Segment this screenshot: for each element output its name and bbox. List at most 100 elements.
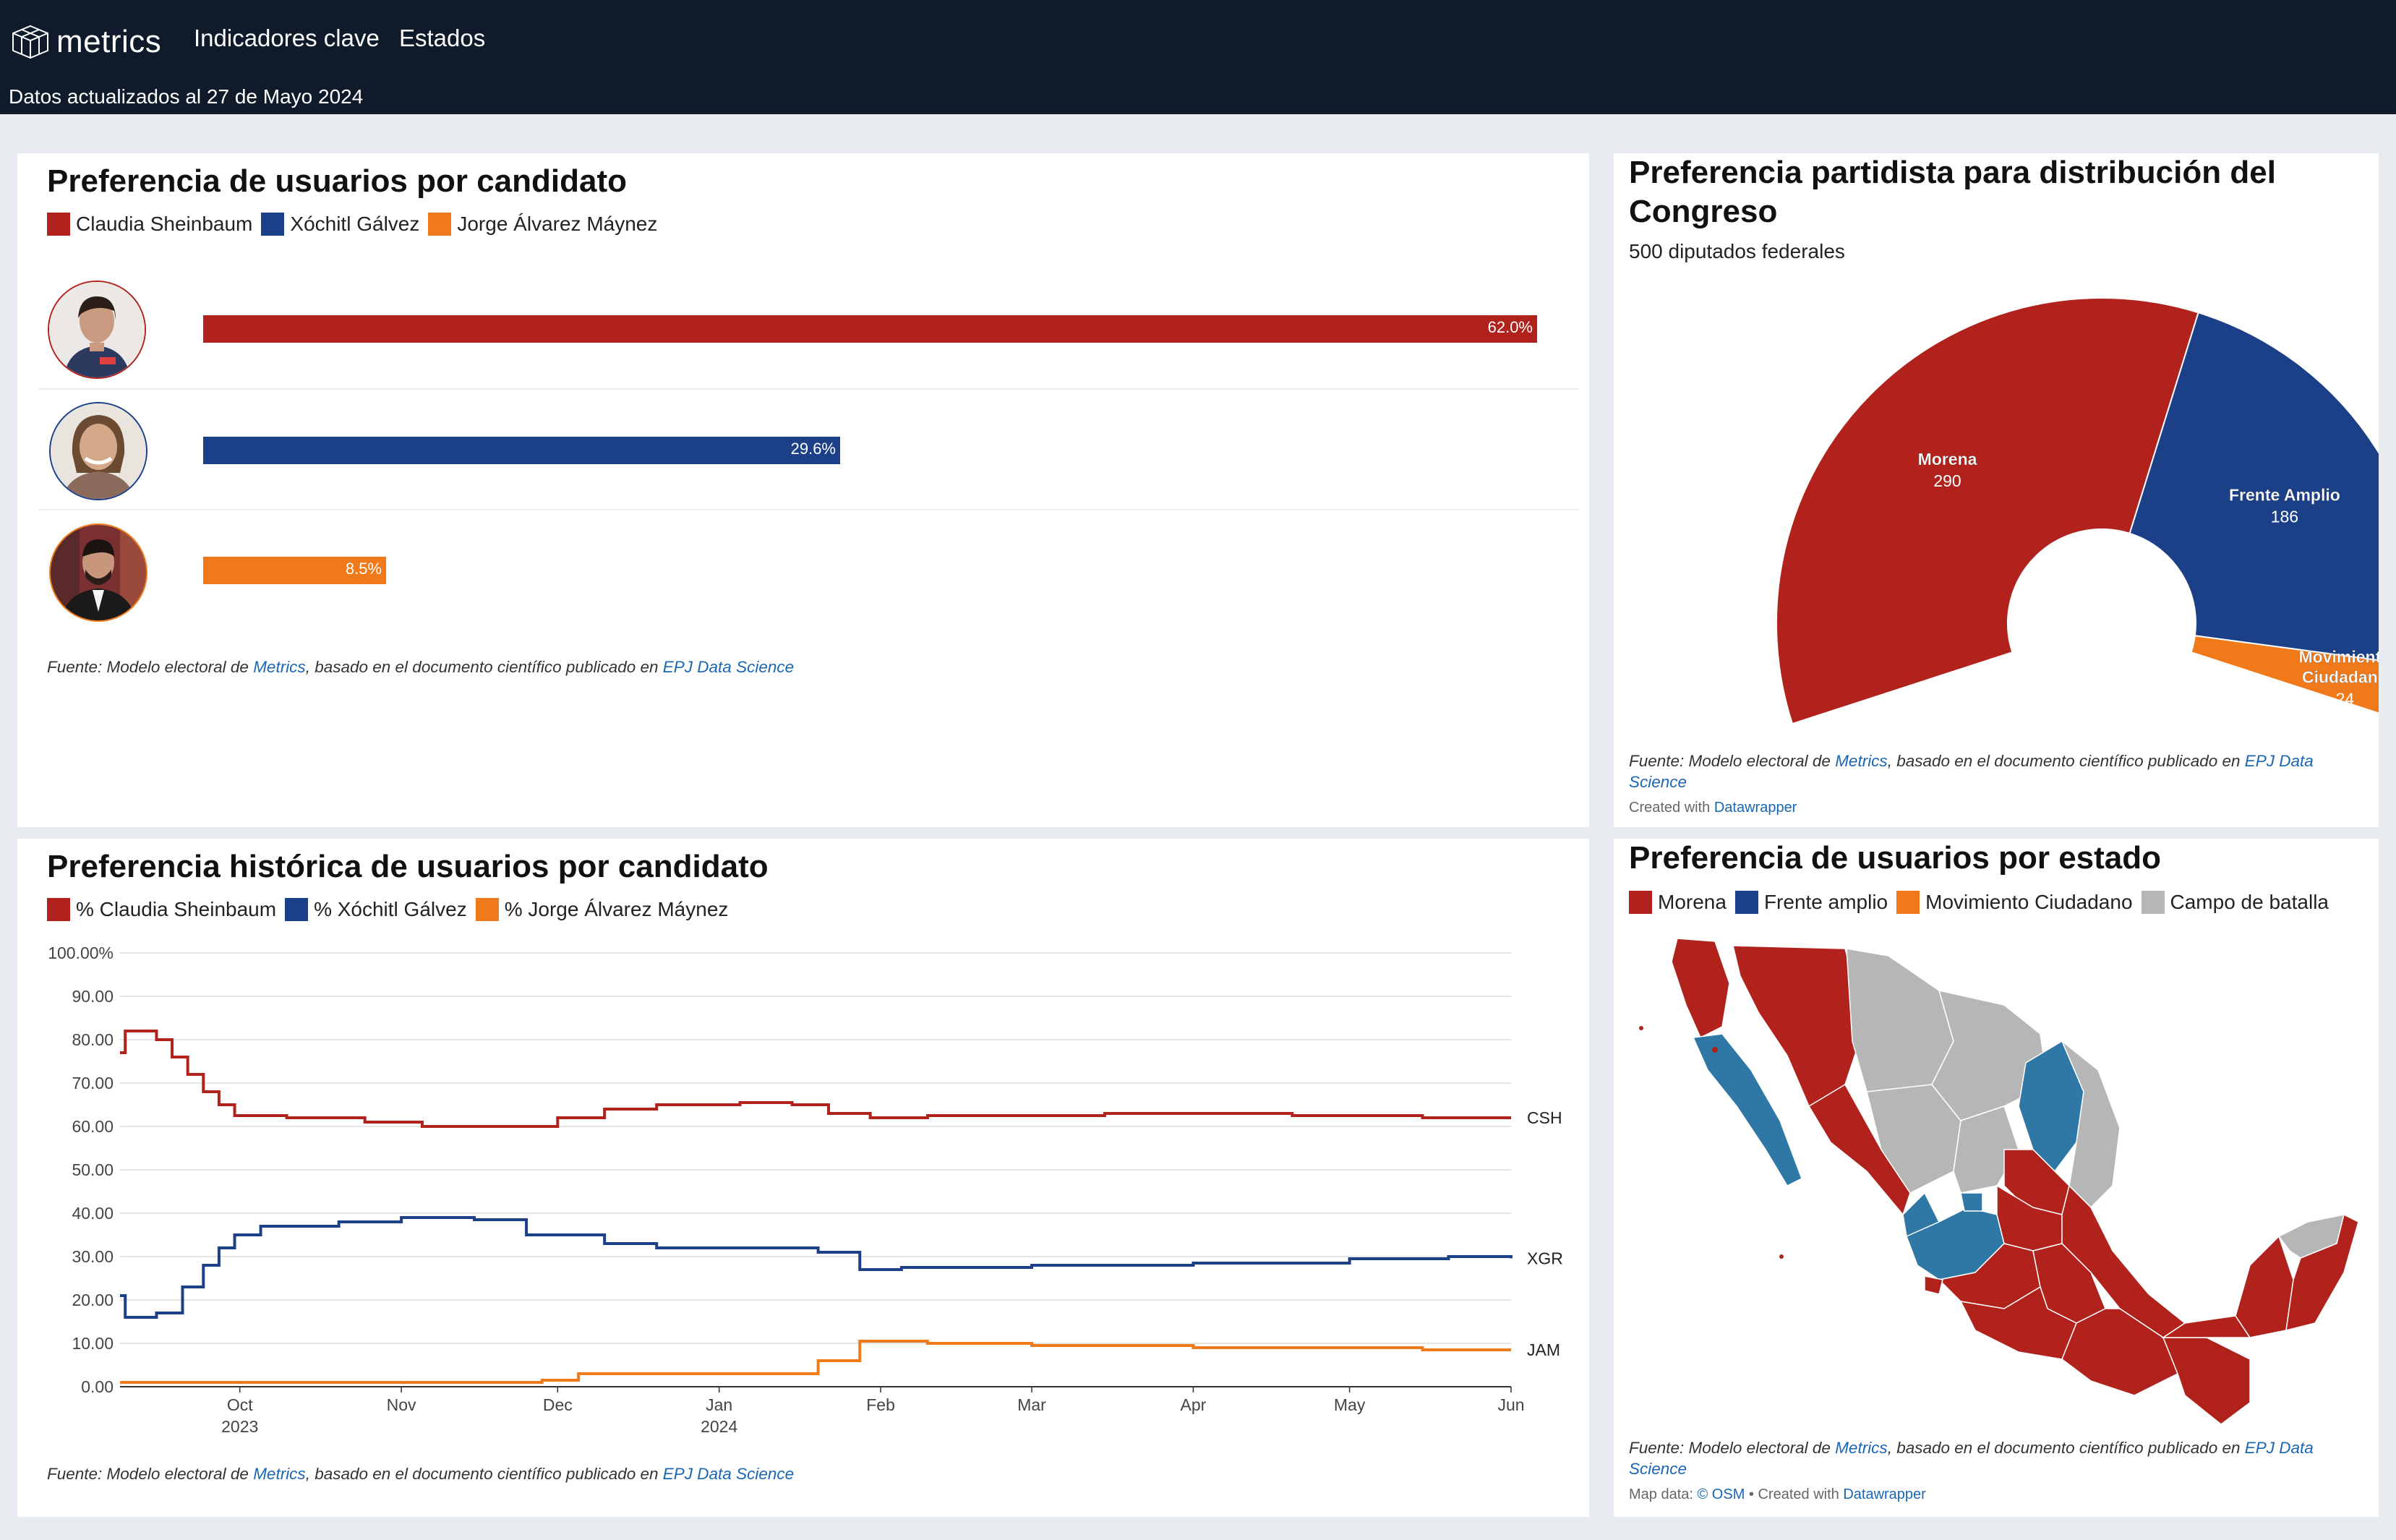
series-line-maynez	[120, 1340, 1511, 1384]
y-tick-label: 0.00	[81, 1377, 114, 1396]
y-tick-label: 80.00	[72, 1030, 114, 1049]
source-note: Fuente: Modelo electoral de Metrics, bas…	[1629, 752, 2314, 791]
map-state-morena	[2162, 1337, 2251, 1425]
metrics-link[interactable]: Metrics	[1835, 1439, 1888, 1457]
x-tick-label: Oct	[227, 1395, 253, 1414]
epj-link[interactable]: EPJ Data Science	[1629, 752, 2314, 791]
map-state-morena	[1671, 938, 1730, 1039]
metrics-link[interactable]: Metrics	[1835, 752, 1888, 770]
donut-slice-name: Ciudadano	[2302, 668, 2379, 687]
legend-item-galvez: Xóchitl Gálvez	[261, 213, 419, 236]
y-tick-label: 50.00	[72, 1160, 114, 1179]
row-divider	[39, 509, 1579, 510]
series-line-galvez	[120, 1216, 1513, 1319]
brand-name: metrics	[56, 24, 162, 59]
nav-link-estados[interactable]: Estados	[399, 25, 486, 51]
source-note: Fuente: Modelo electoral de Metrics, bas…	[47, 658, 795, 676]
cube-icon	[12, 25, 48, 59]
metrics-link[interactable]: Metrics	[253, 1465, 306, 1483]
map-state-morena	[1924, 1275, 1943, 1295]
legend-item-mc: Movimiento Ciudadano	[1896, 891, 2133, 914]
candidates-panel: Preferencia de usuarios por candidato Cl…	[17, 153, 1589, 827]
donut-slice-name: Movimiento	[2299, 648, 2379, 667]
x-tick-label: Mar	[1017, 1395, 1046, 1414]
top-navbar: metrics Indicadores clave Estados Datos …	[0, 0, 2396, 114]
congress-panel: Preferencia partidista para distribución…	[1614, 153, 2379, 827]
donut-slice-name: Frente Amplio	[2229, 486, 2340, 505]
legend-item-sheinbaum: % Claudia Sheinbaum	[47, 898, 276, 921]
x-tick-label: Jan	[706, 1395, 732, 1414]
series-end-label: CSH	[1527, 1108, 1562, 1127]
source-note: Fuente: Modelo electoral de Metrics, bas…	[1629, 1439, 2314, 1478]
series-end-label: XGR	[1527, 1249, 1563, 1267]
x-tick-label: May	[1334, 1395, 1366, 1414]
x-tick-year: 2023	[221, 1417, 258, 1436]
donut-slice-value: 24	[2336, 690, 2355, 709]
last-updated-text: Datos actualizados al 27 de Mayo 2024	[9, 85, 364, 108]
history-legend: % Claudia Sheinbaum % Xóchitl Gálvez % J…	[47, 898, 737, 921]
map-state-frente	[1692, 1033, 1802, 1186]
panel-subtitle: 500 diputados federales	[1629, 240, 1845, 262]
y-tick-label: 40.00	[72, 1204, 114, 1223]
x-tick-year: 2024	[701, 1417, 737, 1436]
series-end-label: JAM	[1527, 1340, 1560, 1359]
epj-link[interactable]: EPJ Data Science	[1629, 1439, 2314, 1478]
map-state-morena	[2235, 1235, 2294, 1338]
y-tick-label: 60.00	[72, 1117, 114, 1136]
congress-donut-chart: Morena 290 Frente Amplio 186 MovimientoCiuda…	[1776, 297, 2379, 725]
metrics-link[interactable]: Metrics	[253, 658, 306, 676]
panel-title: Preferencia histórica de usuarios por ca…	[47, 849, 769, 884]
avatar-galvez	[49, 402, 147, 500]
map-state-morena	[1807, 1083, 1911, 1216]
donut-slice-morena	[1776, 297, 2199, 725]
brand-logo[interactable]: metrics	[10, 22, 161, 62]
bar-sheinbaum: 62.0%	[203, 315, 1537, 343]
y-tick-label: 100.00%	[48, 944, 114, 962]
epj-link[interactable]: EPJ Data Science	[662, 658, 795, 676]
map-panel: Preferencia de usuarios por estado Moren…	[1614, 839, 2379, 1517]
map-state-frente	[1960, 1192, 1983, 1212]
credit-note: Created with Datawrapper	[1629, 800, 1797, 816]
panel-title: Preferencia partidista para distribución…	[1629, 155, 2276, 229]
mexico-state-map	[1639, 938, 2359, 1425]
avatar-sheinbaum	[48, 281, 146, 379]
source-note: Fuente: Modelo electoral de Metrics, bas…	[47, 1465, 795, 1483]
datawrapper-link[interactable]: Datawrapper	[1843, 1486, 1926, 1502]
legend-item-battle: Campo de batalla	[2141, 891, 2329, 914]
y-tick-label: 90.00	[72, 987, 114, 1006]
donut-slice-frente	[2128, 312, 2379, 662]
datawrapper-link[interactable]: Datawrapper	[1713, 800, 1797, 816]
row-divider	[39, 388, 1579, 390]
legend-item-frente: Frente amplio	[1734, 891, 1888, 914]
history-panel: Preferencia histórica de usuarios por ca…	[17, 839, 1589, 1517]
x-tick-label: Nov	[387, 1395, 416, 1414]
donut-slice-mc	[2190, 635, 2379, 714]
x-tick-label: Dec	[543, 1395, 573, 1414]
donut-slice-value: 186	[2271, 508, 2298, 526]
y-tick-label: 20.00	[72, 1291, 114, 1309]
legend-item-maynez: Jorge Álvarez Máynez	[428, 213, 657, 236]
panel-title: Preferencia de usuarios por candidato	[47, 163, 628, 199]
panel-title: Preferencia de usuarios por estado	[1629, 840, 2162, 876]
donut-slice-value: 290	[1933, 471, 1961, 490]
candidates-legend: Claudia Sheinbaum Xóchitl Gálvez Jorge Á…	[47, 213, 666, 236]
legend-item-galvez: % Xóchitl Gálvez	[285, 898, 467, 921]
x-tick-label: Jun	[1497, 1395, 1524, 1414]
map-legend: Morena Frente amplio Movimiento Ciudadan…	[1629, 891, 2337, 914]
history-line-chart: 0.00 10.00 20.00 30.00 40.00 50.00 60.00 70.00 8…	[48, 944, 1563, 1436]
x-tick-label: Apr	[1181, 1395, 1207, 1414]
epj-link[interactable]: EPJ Data Science	[662, 1465, 795, 1483]
legend-item-morena: Morena	[1629, 891, 1727, 914]
map-state-morena	[2285, 1213, 2359, 1331]
credit-note: Map data: © OSM • Created with Datawrapp…	[1629, 1486, 1926, 1502]
osm-link[interactable]: © OSM	[1697, 1486, 1745, 1502]
legend-item-sheinbaum: Claudia Sheinbaum	[47, 213, 252, 236]
bar-galvez: 29.6%	[203, 437, 840, 464]
nav-link-indicadores[interactable]: Indicadores clave	[194, 25, 380, 51]
donut-slice-name: Morena	[1918, 450, 1977, 469]
avatar-maynez	[49, 523, 147, 622]
x-tick-label: Feb	[866, 1395, 895, 1414]
bar-maynez: 8.5%	[203, 557, 386, 584]
map-state-morena	[2161, 1315, 2251, 1338]
y-tick-label: 70.00	[72, 1074, 114, 1092]
